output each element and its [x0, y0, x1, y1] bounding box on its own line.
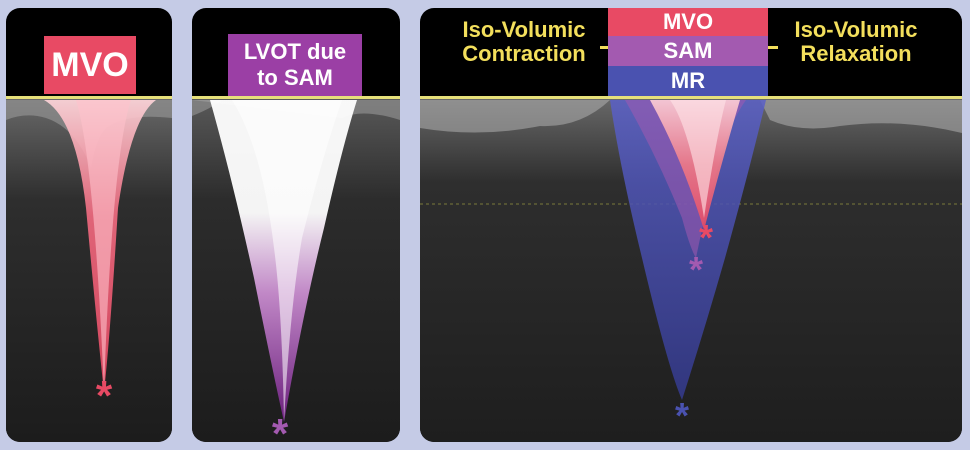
iso-contraction-line1: Iso-Volumic	[462, 17, 586, 42]
sam-star-marker: *	[271, 410, 289, 443]
lvot-doppler-trace	[192, 96, 400, 442]
contraction-connector	[600, 46, 610, 49]
combined-mr-star-marker: *	[674, 395, 690, 436]
legend-mvo-label: MVO	[662, 9, 714, 34]
iso-relaxation-line1: Iso-Volumic	[794, 17, 918, 42]
combined-panel: Iso-Volumic Contraction MVO SAM MR Iso-V…	[420, 8, 962, 442]
mvo-panel: MVO *	[6, 8, 172, 442]
lvot-label-line1: LVOT due	[243, 39, 347, 64]
mvo-doppler-trace	[6, 96, 172, 442]
combined-sam-star-marker: *	[688, 249, 704, 290]
mvo-label-text: MVO	[51, 45, 129, 84]
lvot-label-line2: to SAM	[257, 65, 333, 90]
legend-mr: MR	[608, 66, 768, 96]
legend-mvo: MVO	[608, 8, 768, 36]
mvo-label: MVO	[44, 36, 136, 94]
legend: MVO SAM MR	[608, 8, 768, 96]
iso-volumic-contraction-label: Iso-Volumic Contraction	[446, 18, 602, 66]
legend-mr-label: MR	[670, 68, 706, 93]
legend-sam-label: SAM	[663, 38, 713, 63]
mvo-star-marker: *	[95, 372, 113, 419]
iso-relaxation-line2: Relaxation	[800, 41, 912, 66]
combined-mvo-star-marker: *	[698, 217, 714, 258]
relaxation-connector	[768, 46, 778, 49]
iso-volumic-relaxation-label: Iso-Volumic Relaxation	[776, 18, 936, 66]
legend-sam: SAM	[608, 36, 768, 66]
combined-doppler-trace	[420, 96, 962, 442]
lvot-label: LVOT due to SAM	[228, 34, 362, 96]
iso-contraction-line2: Contraction	[462, 41, 586, 66]
lvot-panel: LVOT due to SAM *	[192, 8, 400, 442]
